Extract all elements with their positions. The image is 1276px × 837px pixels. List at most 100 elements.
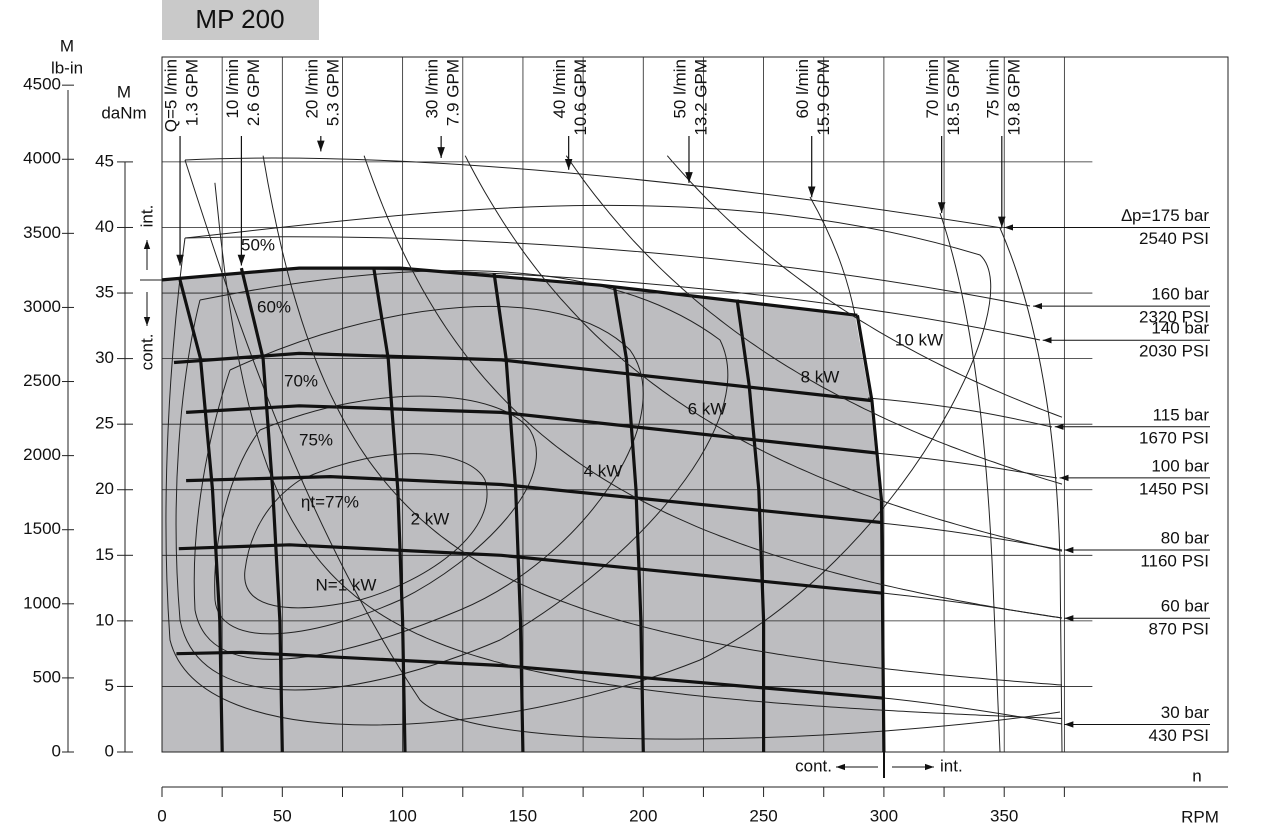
y-tick-label: 0 — [105, 741, 114, 760]
x-tick-label: 300 — [870, 806, 898, 825]
pressure-psi-label: 1670 PSI — [1139, 428, 1209, 447]
y-tick-label: 35 — [95, 283, 114, 302]
x-axis-title: n — [1192, 766, 1201, 785]
y2-tick-label: 500 — [33, 667, 61, 686]
x-tick-label: 250 — [749, 806, 777, 825]
y-tick-label: 30 — [95, 348, 114, 367]
pressure-line — [178, 543, 885, 595]
y2-tick-label: 2500 — [23, 371, 61, 390]
cont-label: cont. — [795, 756, 832, 775]
y2-tick-label: 3500 — [23, 223, 61, 242]
chart-title: MP 200 — [195, 4, 284, 34]
pressure-label: 115 bar — [1153, 405, 1210, 424]
flow-label: 20 l/min — [302, 59, 321, 119]
pressure-label: 100 bar — [1151, 456, 1209, 475]
y-axis-unit: daNm — [101, 103, 146, 122]
y-tick-label: 15 — [95, 545, 114, 564]
flow-line — [372, 267, 407, 753]
title-box — [162, 0, 319, 40]
flow-label: 50 l/min — [670, 59, 689, 119]
power-label: 6 kW — [688, 399, 727, 418]
pressure-line — [161, 266, 858, 317]
flow-gpm-label: 19.8 GPM — [1004, 59, 1023, 136]
pressure-label: 80 bar — [1161, 529, 1210, 548]
power-label: 4 kW — [584, 461, 623, 480]
pressure-psi-label: 2540 PSI — [1139, 229, 1209, 248]
pressure-curve — [867, 397, 1053, 428]
x-tick-label: 200 — [629, 806, 657, 825]
pressure-psi-label: 430 PSI — [1149, 726, 1210, 745]
efficiency-label: 60% — [257, 297, 291, 316]
y2-tick-label: 4500 — [23, 75, 61, 94]
y-tick-label: 25 — [95, 414, 114, 433]
flow-line — [855, 315, 886, 753]
cont-label: cont. — [137, 334, 156, 371]
power-curve — [666, 155, 1063, 418]
flow-gpm-label: 2.6 GPM — [244, 59, 263, 126]
y2-tick-label: 4000 — [23, 149, 61, 168]
efficiency-contour — [193, 306, 644, 660]
x-tick-label: 0 — [157, 806, 166, 825]
y-tick-label: 20 — [95, 479, 114, 498]
flow-label: Q=5 l/min — [162, 59, 181, 132]
flow-line — [735, 299, 766, 752]
pressure-label: ∆p=175 bar — [1122, 206, 1210, 225]
y-axis-title: M — [117, 82, 131, 101]
y-tick-label: 45 — [95, 151, 114, 170]
power-curve — [363, 155, 1063, 619]
y2-tick-label: 1500 — [23, 519, 61, 538]
power-label: 2 kW — [411, 509, 450, 528]
flow-gpm-label: 7.9 GPM — [444, 59, 463, 126]
y-tick-label: 10 — [95, 610, 114, 629]
pressure-label: 140 bar — [1151, 319, 1209, 338]
pressure-line — [186, 404, 877, 455]
power-curve — [565, 155, 1063, 485]
flow-label: 30 l/min — [423, 59, 442, 119]
flow-curve — [809, 196, 856, 316]
power-curve — [464, 155, 1063, 552]
marks — [161, 155, 1063, 753]
int-label: int. — [137, 205, 156, 228]
power-curve — [262, 155, 1063, 686]
pressure-psi-label: 2320 PSI — [1139, 308, 1209, 327]
power-curve — [214, 182, 1063, 719]
flow-gpm-label: 18.5 GPM — [944, 59, 963, 136]
flow-label: 40 l/min — [550, 59, 569, 119]
flow-label: 10 l/min — [223, 59, 242, 119]
pressure-line — [176, 650, 885, 700]
efficiency-contour — [184, 159, 1061, 740]
y2-tick-label: 0 — [52, 741, 61, 760]
flow-gpm-label: 1.3 GPM — [183, 59, 202, 126]
x-tick-label: 350 — [990, 806, 1018, 825]
efficiency-label: 50% — [241, 235, 275, 254]
pressure-line — [186, 474, 882, 525]
pressure-curve — [184, 236, 1031, 307]
x-tick-label: 100 — [388, 806, 416, 825]
plot-frame — [161, 56, 1229, 753]
y2-axis-unit: lb-in — [51, 58, 83, 77]
y2-tick-label: 2000 — [23, 445, 61, 464]
flow-line — [612, 286, 645, 753]
y-tick-label: 40 — [95, 217, 114, 236]
efficiency-label: 75% — [299, 430, 333, 449]
flow-gpm-label: 10.6 GPM — [571, 59, 590, 136]
flow-label: 60 l/min — [793, 59, 812, 119]
pressure-curve — [874, 452, 1058, 479]
pressure-psi-label: 1450 PSI — [1139, 479, 1209, 498]
int-label: int. — [940, 756, 963, 775]
efficiency-contour — [165, 204, 992, 726]
power-label: N=1 kW — [316, 575, 377, 594]
flow-line — [492, 273, 525, 753]
y-tick-label: 5 — [105, 676, 114, 695]
flow-label: 70 l/min — [923, 59, 942, 119]
flow-label: 75 l/min — [983, 59, 1002, 119]
flow-line — [178, 279, 224, 753]
flow-gpm-label: 5.3 GPM — [323, 59, 342, 126]
flow-gpm-label: 13.2 GPM — [691, 59, 710, 136]
pressure-psi-label: 1160 PSI — [1140, 552, 1209, 571]
pressure-curve — [883, 697, 1063, 725]
x-axis-unit: RPM — [1181, 807, 1219, 826]
efficiency-label: 70% — [284, 371, 318, 390]
pressure-psi-label: 870 PSI — [1149, 620, 1210, 639]
